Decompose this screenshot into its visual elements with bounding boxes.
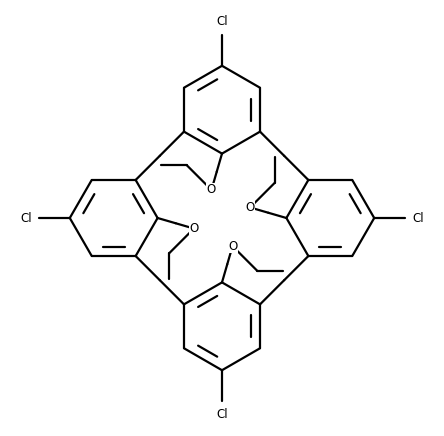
Text: O: O [207,184,216,196]
Text: O: O [228,240,237,252]
Text: Cl: Cl [216,15,228,28]
Text: Cl: Cl [20,211,32,225]
Text: O: O [189,222,198,235]
Text: O: O [246,201,255,214]
Text: Cl: Cl [412,211,424,225]
Text: Cl: Cl [216,408,228,421]
